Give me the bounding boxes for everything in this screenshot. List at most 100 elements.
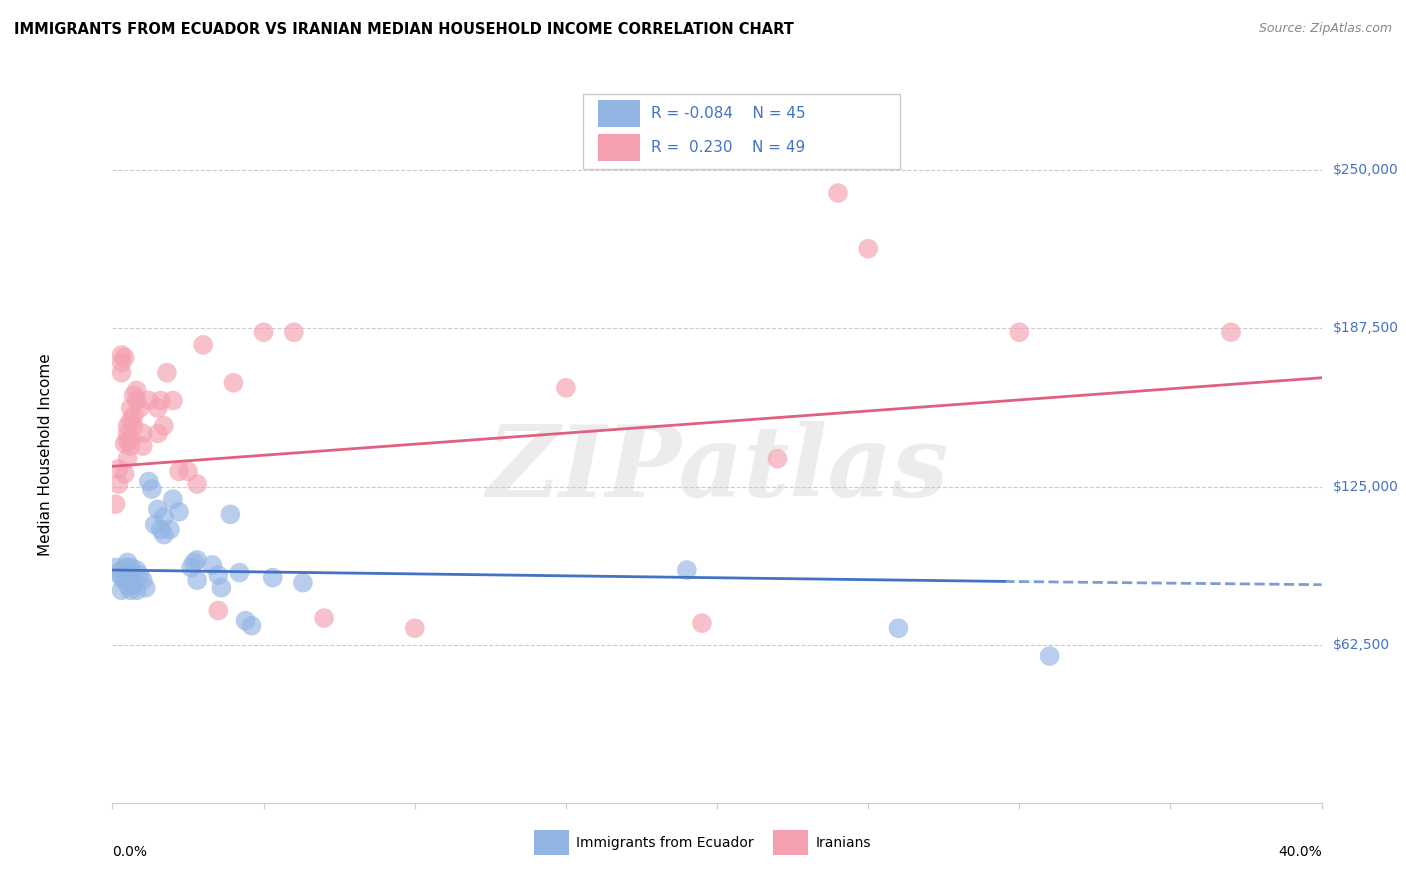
Point xyxy=(117,556,139,570)
Text: $125,000: $125,000 xyxy=(1333,480,1399,493)
Point xyxy=(162,393,184,408)
Point xyxy=(146,401,169,416)
Point xyxy=(132,573,155,587)
Point xyxy=(114,573,136,587)
Text: $187,500: $187,500 xyxy=(1333,321,1399,335)
Point xyxy=(240,618,263,632)
Point xyxy=(228,566,250,580)
Point xyxy=(114,467,136,481)
Point xyxy=(856,242,880,256)
Point xyxy=(235,614,257,628)
Point xyxy=(146,502,169,516)
Text: 0.0%: 0.0% xyxy=(112,845,148,858)
Point xyxy=(128,568,150,582)
Text: Source: ZipAtlas.com: Source: ZipAtlas.com xyxy=(1258,22,1392,36)
Point xyxy=(186,573,208,587)
Text: $250,000: $250,000 xyxy=(1333,163,1399,178)
Point xyxy=(132,439,155,453)
Point xyxy=(153,527,176,541)
Text: 40.0%: 40.0% xyxy=(1278,845,1322,858)
Point xyxy=(554,381,576,395)
Point xyxy=(122,409,145,423)
Point xyxy=(149,393,172,408)
Point xyxy=(114,436,136,450)
Point xyxy=(107,566,129,580)
Point xyxy=(766,451,789,466)
Point xyxy=(143,517,166,532)
Point xyxy=(107,477,129,491)
Point xyxy=(283,325,305,339)
Text: Iranians: Iranians xyxy=(815,836,870,850)
Point xyxy=(120,583,142,598)
Point xyxy=(141,482,163,496)
Point xyxy=(177,464,200,478)
Point xyxy=(132,426,155,441)
Point xyxy=(146,426,169,441)
Point xyxy=(120,432,142,446)
Text: Median Household Income: Median Household Income xyxy=(38,353,53,557)
Point xyxy=(186,553,208,567)
Point xyxy=(122,568,145,582)
Point xyxy=(125,583,148,598)
Point xyxy=(117,426,139,441)
Point xyxy=(183,556,205,570)
Point xyxy=(104,497,127,511)
Point xyxy=(138,393,160,408)
Point xyxy=(117,434,139,448)
Point xyxy=(209,581,232,595)
Text: Immigrants from Ecuador: Immigrants from Ecuador xyxy=(576,836,754,850)
Point xyxy=(404,621,426,635)
Point xyxy=(180,560,202,574)
Point xyxy=(153,509,176,524)
Point xyxy=(675,563,697,577)
Point xyxy=(117,451,139,466)
Point xyxy=(207,603,229,617)
Point xyxy=(110,571,132,585)
Point xyxy=(122,418,145,433)
Point xyxy=(122,578,145,592)
Point xyxy=(186,477,208,491)
Point xyxy=(128,401,150,416)
Point xyxy=(219,508,242,522)
Point xyxy=(114,560,136,574)
Point xyxy=(1008,325,1031,339)
Point xyxy=(191,338,214,352)
Point xyxy=(120,414,142,428)
Point xyxy=(887,621,910,635)
Text: $62,500: $62,500 xyxy=(1333,638,1391,652)
Point xyxy=(120,560,142,574)
Point xyxy=(117,418,139,433)
Point xyxy=(125,393,148,408)
Point xyxy=(201,558,224,572)
Point xyxy=(135,581,157,595)
Text: R =  0.230    N = 49: R = 0.230 N = 49 xyxy=(651,140,806,154)
Point xyxy=(1038,648,1062,663)
Point xyxy=(222,376,245,390)
Point xyxy=(114,351,136,365)
Point xyxy=(690,616,713,631)
Point xyxy=(104,560,127,574)
Point xyxy=(117,578,139,592)
Point xyxy=(207,568,229,582)
Point xyxy=(122,388,145,402)
Point xyxy=(159,523,181,537)
Point xyxy=(107,462,129,476)
Point xyxy=(110,366,132,380)
Text: IMMIGRANTS FROM ECUADOR VS IRANIAN MEDIAN HOUSEHOLD INCOME CORRELATION CHART: IMMIGRANTS FROM ECUADOR VS IRANIAN MEDIA… xyxy=(14,22,794,37)
Point xyxy=(149,523,172,537)
Point xyxy=(167,464,190,478)
Point xyxy=(138,475,160,489)
Point xyxy=(1220,325,1243,339)
Point xyxy=(110,355,132,369)
Point xyxy=(314,611,336,625)
Point xyxy=(156,366,179,380)
Point xyxy=(167,505,190,519)
Text: ZIPatlas: ZIPatlas xyxy=(486,421,948,517)
Point xyxy=(125,384,148,398)
Point xyxy=(253,325,276,339)
Point xyxy=(110,348,132,362)
Point xyxy=(291,575,314,590)
Point xyxy=(262,571,284,585)
Point xyxy=(125,563,148,577)
Point xyxy=(120,573,142,587)
